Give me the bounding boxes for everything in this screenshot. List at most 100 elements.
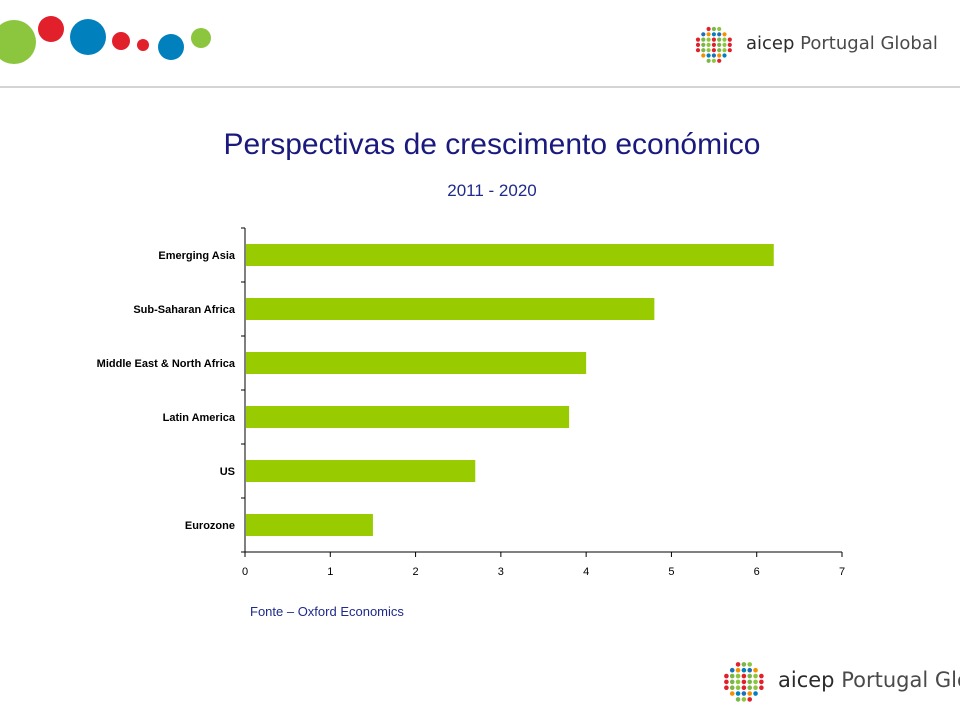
x-tick-label: 3 <box>498 566 504 578</box>
logo-dot <box>741 685 747 691</box>
brand-light-text: Portugal Global <box>800 33 938 54</box>
logo-dot <box>747 685 753 691</box>
logo-dot <box>753 667 758 673</box>
logo-dot <box>695 48 701 53</box>
x-tick-label: 4 <box>583 566 589 578</box>
logo-dot <box>711 26 716 32</box>
logo-dot <box>753 691 758 696</box>
logo-dot <box>735 697 741 702</box>
logo-dot <box>735 667 741 673</box>
logo-dot <box>701 32 706 37</box>
logo-dot <box>724 673 729 679</box>
decor-circle-red <box>38 16 64 42</box>
logo-dot <box>722 53 727 58</box>
x-tick-label: 5 <box>668 566 674 578</box>
brand-bold-text: aicep <box>746 33 795 54</box>
header-divider <box>0 86 960 88</box>
logo-dot <box>727 37 732 42</box>
logo-dot <box>701 53 706 58</box>
logo-dot <box>727 48 732 53</box>
logo-dot <box>747 673 753 679</box>
logo-dot <box>747 662 753 667</box>
logo-dot <box>741 679 747 685</box>
logo-dot <box>706 48 711 53</box>
decor-circle-green-large <box>0 20 36 64</box>
brand-bold-text: aicep <box>778 668 835 692</box>
dot-circle-logo-icon <box>695 26 732 63</box>
logo-dot <box>727 42 732 47</box>
logo-dot <box>741 667 747 673</box>
logo-dot <box>701 42 706 47</box>
logo-dot <box>706 58 711 63</box>
page-subtitle: 2011 - 2020 <box>447 181 537 200</box>
logo-dot <box>729 679 735 685</box>
logo-dot <box>695 42 701 47</box>
logo-dot <box>717 48 722 53</box>
dot-circle-logo-icon <box>724 662 764 702</box>
bar <box>246 460 476 482</box>
logo-dot <box>717 32 722 37</box>
logo-dot <box>729 685 735 691</box>
bar <box>246 298 655 320</box>
logo-dot <box>741 662 747 667</box>
logo-dot <box>747 679 753 685</box>
logo-dot <box>747 697 753 702</box>
logo-dot <box>701 48 706 53</box>
x-tick-label: 0 <box>242 566 248 578</box>
x-tick-label: 2 <box>413 566 419 578</box>
decor-circle-blue <box>158 34 184 60</box>
source-note: Fonte – Oxford Economics <box>250 604 404 619</box>
logo-dot <box>741 673 747 679</box>
logo-dot <box>706 53 711 58</box>
bar <box>246 352 587 374</box>
brand-logo-top: aicep Portugal Global <box>746 33 938 54</box>
logo-dot <box>717 58 722 63</box>
logo-dot <box>722 48 727 53</box>
logo-dot <box>706 26 711 32</box>
logo-dot <box>724 679 729 685</box>
logo-dot <box>753 679 758 685</box>
logo-dot <box>753 673 758 679</box>
logo-dot <box>711 32 716 37</box>
logo-dot <box>695 37 701 42</box>
logo-dot <box>706 37 711 42</box>
logo-dot <box>717 37 722 42</box>
y-tick-label: Latin America <box>163 412 236 424</box>
logo-dot <box>711 48 716 53</box>
logo-dot <box>717 26 722 32</box>
logo-dot <box>741 697 747 702</box>
logo-dot <box>729 691 735 696</box>
logo-dot <box>741 691 747 696</box>
y-tick-label: Sub-Saharan Africa <box>133 304 236 316</box>
logo-dot <box>722 42 727 47</box>
x-tick-label: 6 <box>754 566 760 578</box>
bar <box>246 244 774 266</box>
logo-dot <box>747 667 753 673</box>
logo-dot <box>753 685 758 691</box>
logo-dot <box>711 42 716 47</box>
header-decorative-circles <box>0 16 211 64</box>
logo-dot <box>722 32 727 37</box>
logo-dot <box>735 685 741 691</box>
logo-dot <box>711 58 716 63</box>
logo-dot <box>759 673 764 679</box>
logo-dot <box>735 662 741 667</box>
y-tick-label: Eurozone <box>185 520 235 532</box>
logo-dot <box>735 679 741 685</box>
decor-circle-red-tiny <box>137 39 149 51</box>
logo-dot <box>735 691 741 696</box>
x-tick-label: 7 <box>839 566 845 578</box>
logo-dot <box>747 691 753 696</box>
logo-dot <box>724 685 729 691</box>
y-tick-label: Middle East & North Africa <box>97 358 236 370</box>
bar <box>246 514 373 536</box>
logo-dot <box>729 667 735 673</box>
page-title: Perspectivas de crescimento económico <box>223 128 761 161</box>
logo-dot <box>722 37 727 42</box>
x-tick-label: 1 <box>327 566 333 578</box>
logo-dot <box>711 37 716 42</box>
brand-light-text: Portugal Global <box>841 668 960 692</box>
logo-dot <box>729 673 735 679</box>
brand-logo-bottom: aicep Portugal Global <box>778 668 960 692</box>
decor-circle-red-small <box>112 32 130 50</box>
